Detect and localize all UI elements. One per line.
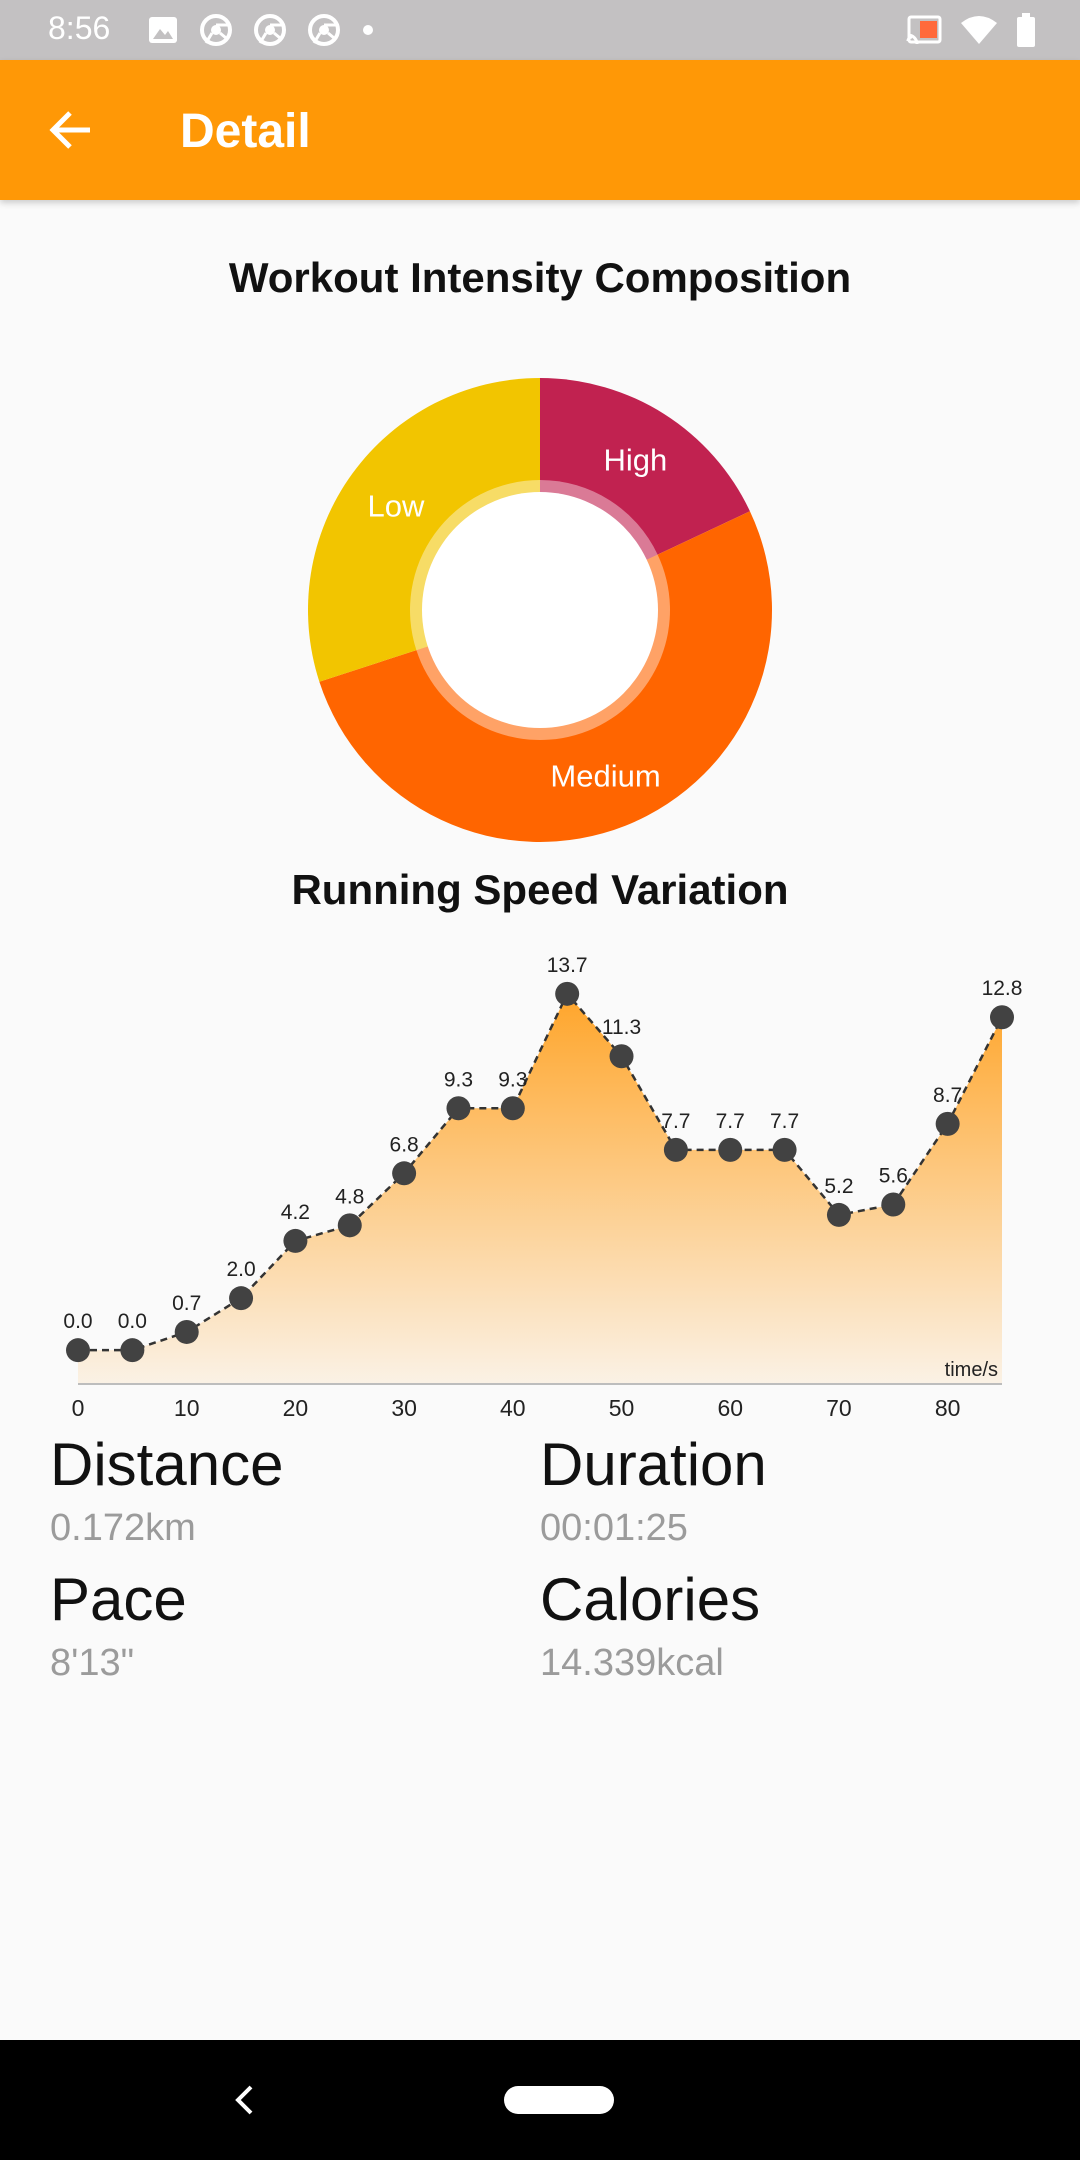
- stat-value: 0.172km: [50, 1507, 196, 1549]
- speed-point-label: 12.8: [982, 977, 1023, 1000]
- speed-point: [935, 1111, 960, 1136]
- speed-point-label: 9.3: [498, 1068, 527, 1091]
- speed-point: [772, 1137, 797, 1162]
- speed-point: [283, 1228, 308, 1253]
- nav-back-button[interactable]: [210, 2066, 278, 2134]
- speed-point-label: 2.0: [226, 1258, 255, 1281]
- speed-point-label: 0.0: [118, 1310, 147, 1333]
- nav-home-button[interactable]: [504, 2086, 614, 2114]
- battery-icon: [1017, 13, 1035, 47]
- speed-point-label: 9.3: [444, 1068, 473, 1091]
- speed-area-fill: [78, 993, 1002, 1384]
- donut-hole: [422, 492, 658, 728]
- system-icons: [906, 12, 1036, 48]
- stat-label: Distance: [50, 1431, 284, 1498]
- speed-point-label: 8.7: [933, 1084, 962, 1107]
- speed-point: [609, 1044, 634, 1069]
- speed-point: [718, 1137, 743, 1162]
- page-title: Detail: [180, 105, 311, 158]
- chrome-icon: [200, 14, 232, 46]
- speed-point: [500, 1096, 525, 1121]
- chrome-icon: [308, 14, 340, 46]
- cast-icon: [906, 15, 942, 45]
- speed-point-label: 11.3: [602, 1016, 641, 1039]
- dot-icon: [363, 25, 373, 35]
- chrome-icon: [254, 14, 286, 46]
- workout-stats: Distance 0.172km Duration 00:01:25 Pace …: [0, 1430, 1080, 1710]
- speed-point-label: 0.0: [63, 1310, 92, 1333]
- speed-point: [229, 1286, 254, 1311]
- stat-label: Calories: [540, 1566, 761, 1633]
- notification-icons: [148, 14, 374, 46]
- stat-pace: Pace 8'13": [50, 1565, 187, 1685]
- x-tick-label: 20: [283, 1395, 309, 1420]
- speed-point: [392, 1161, 417, 1186]
- x-tick-label: 70: [826, 1395, 852, 1420]
- x-tick-label: 60: [717, 1395, 743, 1420]
- speed-area-chart: 0.0 0.0 0.7 2.0 4.2 4.8 6.8 9.3 9.3 13.7 11.3 7.7 7.…: [63, 954, 1023, 1420]
- x-tick-label: 0: [72, 1395, 85, 1420]
- stat-value: 00:01:25: [540, 1507, 688, 1549]
- speed-point: [66, 1338, 90, 1363]
- speed-point: [555, 981, 580, 1006]
- speed-point: [174, 1319, 199, 1344]
- pie-label-medium: Medium: [550, 759, 660, 794]
- stat-label: Pace: [50, 1566, 187, 1633]
- status-bar: 8:56: [0, 0, 1080, 60]
- app-bar: Detail: [0, 60, 1080, 200]
- speed-point-label: 0.7: [172, 1292, 201, 1315]
- status-time: 8:56: [48, 10, 111, 46]
- stat-value: 8'13": [50, 1642, 135, 1684]
- image-icon: [149, 17, 177, 43]
- speed-point-label: 7.7: [770, 1110, 799, 1133]
- speed-point: [990, 1005, 1014, 1030]
- speed-point-label: 7.7: [661, 1110, 690, 1133]
- back-button[interactable]: [30, 98, 110, 162]
- speed-point-label: 4.8: [335, 1185, 364, 1208]
- intensity-donut-chart: High Medium Low: [308, 378, 772, 842]
- speed-point: [337, 1213, 362, 1238]
- stat-distance: Distance 0.172km: [50, 1430, 283, 1550]
- speed-point-label: 5.2: [824, 1175, 853, 1198]
- speed-point-label: 7.7: [716, 1110, 745, 1133]
- pie-label-low: Low: [368, 488, 425, 523]
- x-tick-label: 30: [391, 1395, 417, 1420]
- stat-calories: Calories 14.339kcal: [540, 1565, 760, 1685]
- speed-point-label: 4.2: [281, 1201, 310, 1224]
- speed-point-label: 6.8: [390, 1133, 419, 1156]
- x-tick-label: 50: [609, 1395, 635, 1420]
- arrow-left-icon: [49, 111, 90, 149]
- speed-point: [663, 1137, 688, 1162]
- stat-label: Duration: [540, 1431, 767, 1498]
- speed-point-label: 5.6: [879, 1165, 908, 1188]
- x-tick-label: 80: [935, 1395, 961, 1420]
- speed-point: [446, 1096, 471, 1121]
- speed-point: [881, 1192, 906, 1217]
- pie-label-high: High: [603, 443, 667, 478]
- speed-point: [826, 1202, 851, 1227]
- navigation-bar: [0, 2040, 1080, 2160]
- wifi-icon: [961, 16, 997, 44]
- pie-chart-title: Workout Intensity Composition: [228, 254, 852, 301]
- speed-point: [120, 1338, 145, 1363]
- x-axis-label: time/s: [945, 1359, 998, 1381]
- line-chart-title: Running Speed Variation: [291, 866, 789, 913]
- x-tick-label: 10: [174, 1395, 200, 1420]
- chevron-left-icon: [235, 2085, 253, 2115]
- stat-value: 14.339kcal: [540, 1642, 724, 1684]
- stat-duration: Duration 00:01:25: [540, 1430, 767, 1550]
- speed-point-label: 13.7: [547, 954, 588, 977]
- x-tick-label: 40: [500, 1395, 526, 1420]
